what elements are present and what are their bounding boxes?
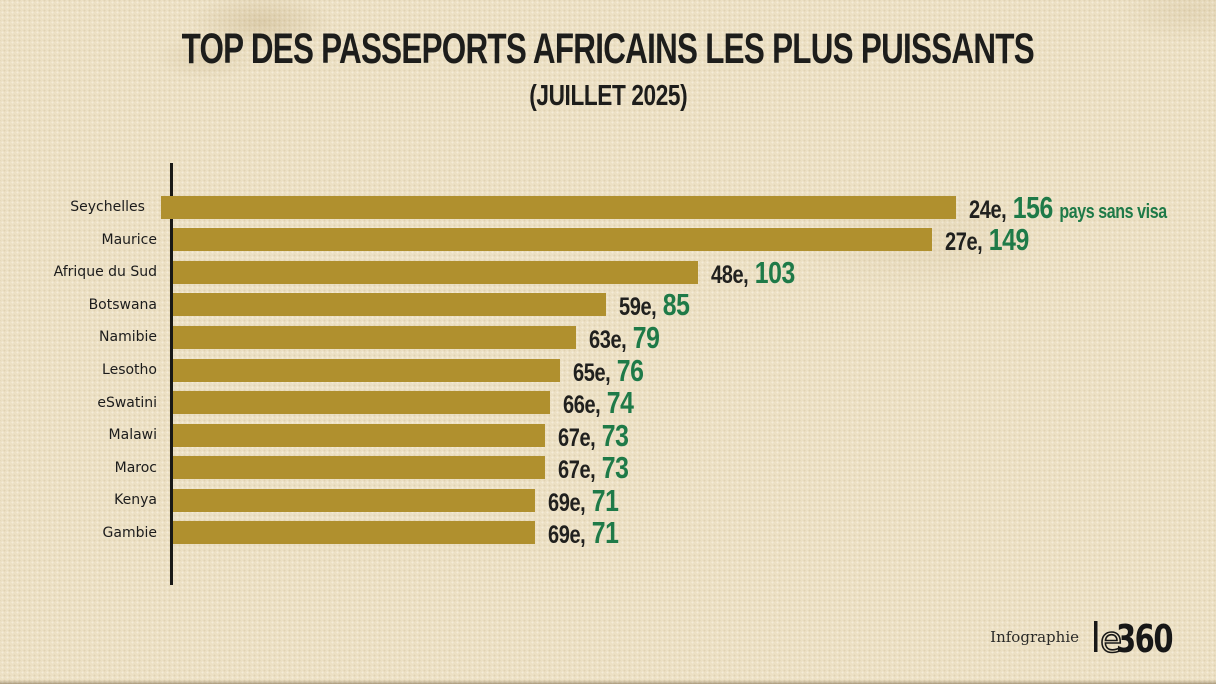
- country-label: Seychelles: [70, 199, 145, 216]
- chart-row: Malawi 67e, 73: [0, 419, 1216, 452]
- unit-label: pays sans visa: [1059, 200, 1167, 223]
- bar: [173, 521, 535, 545]
- country-label: eSwatini: [97, 394, 157, 411]
- chart-row: Maurice 27e, 149: [0, 224, 1216, 257]
- bar-area: 65e, 76: [173, 355, 1216, 386]
- visa-count: 74: [606, 385, 634, 421]
- chart-row: Botswana 59e, 85: [0, 289, 1216, 322]
- subtitle-line: (JUILLET 2025): [0, 71, 1216, 111]
- country-label: Afrique du Sud: [53, 264, 157, 281]
- chart-subtitle: (JUILLET 2025): [529, 80, 687, 112]
- bar: [173, 325, 576, 349]
- le360-logo: e 360: [1094, 617, 1174, 658]
- value-label: 63e, 79: [589, 322, 660, 353]
- visa-count: 79: [632, 319, 660, 355]
- bar: [173, 423, 545, 447]
- chart-row: eSwatini 66e, 74: [0, 386, 1216, 419]
- visa-count: 103: [754, 254, 796, 290]
- logo-e: e: [1100, 620, 1122, 658]
- chart-row: Gambie 69e, 71: [0, 516, 1216, 549]
- chart-row: Afrique du Sud 48e, 103: [0, 256, 1216, 289]
- credit-label: Infographie: [990, 628, 1079, 646]
- visa-count: 76: [617, 352, 644, 388]
- rank-label: 48e,: [710, 260, 749, 289]
- country-label: Namibie: [99, 329, 157, 346]
- visa-count: 85: [662, 287, 690, 323]
- country-label: Gambie: [102, 524, 157, 541]
- value-label: 69e, 71: [548, 517, 619, 548]
- bar: [173, 293, 607, 317]
- country-label: Kenya: [114, 492, 157, 509]
- y-axis-line: [170, 163, 173, 585]
- chart-rows: Seychelles 24e, 156 pays sans visa Mauri…: [0, 191, 1216, 549]
- chart-title: TOP DES PASSEPORTS AFRICAINS LES PLUS PU…: [181, 25, 1035, 73]
- visa-count: 73: [601, 450, 629, 486]
- value-label: 48e, 103: [711, 257, 795, 288]
- visa-count: 71: [591, 482, 619, 518]
- value-label: 27e, 149: [945, 224, 1029, 255]
- value-label: 59e, 85: [619, 289, 690, 320]
- bar-area: 67e, 73: [173, 420, 1216, 451]
- header: TOP DES PASSEPORTS AFRICAINS LES PLUS PU…: [0, 0, 1216, 111]
- chart-row: Lesotho 65e, 76: [0, 354, 1216, 387]
- rank-label: 67e,: [558, 423, 596, 452]
- country-label: Malawi: [108, 427, 157, 444]
- bar-area: 24e, 156 pays sans visa: [160, 192, 1216, 223]
- country-label: Maurice: [101, 231, 158, 248]
- bar-area: 69e, 71: [173, 485, 1216, 516]
- bar-area: 67e, 73: [173, 452, 1216, 483]
- visa-count: 71: [591, 515, 619, 551]
- logo-l-bar: [1094, 621, 1098, 652]
- visa-count: 156: [1012, 189, 1054, 225]
- bar-area: 69e, 71: [173, 517, 1216, 548]
- visa-count: 73: [601, 417, 629, 453]
- bar-chart: Seychelles 24e, 156 pays sans visa Mauri…: [0, 163, 1216, 585]
- chart-row: Namibie 63e, 79: [0, 321, 1216, 354]
- bar-area: 59e, 85: [173, 289, 1216, 320]
- chart-row: Kenya 69e, 71: [0, 484, 1216, 517]
- rank-label: 66e,: [563, 391, 601, 420]
- rank-label: 63e,: [588, 325, 627, 354]
- country-label: Botswana: [88, 296, 157, 313]
- rank-label: 67e,: [558, 456, 596, 485]
- value-label: 69e, 71: [548, 485, 619, 516]
- value-label: 67e, 73: [558, 452, 629, 483]
- bar-area: 66e, 74: [173, 387, 1216, 418]
- rank-label: 69e,: [547, 488, 586, 517]
- rank-label: 65e,: [573, 358, 611, 387]
- rank-label: 27e,: [945, 228, 983, 257]
- bar: [173, 228, 933, 252]
- bar-area: 27e, 149: [173, 224, 1216, 255]
- bar: [173, 488, 535, 512]
- bar: [173, 456, 545, 480]
- chart-row: Maroc 67e, 73: [0, 451, 1216, 484]
- footer: Infographie e 360: [990, 616, 1176, 658]
- chart-row: Seychelles 24e, 156 pays sans visa: [0, 191, 1216, 224]
- rank-label: 24e,: [968, 195, 1007, 224]
- value-label: 66e, 74: [563, 387, 634, 418]
- visa-count: 149: [989, 222, 1030, 258]
- country-label: Maroc: [114, 459, 157, 476]
- bar-area: 63e, 79: [173, 322, 1216, 353]
- bar: [173, 260, 698, 284]
- bar: [173, 391, 551, 415]
- bar-area: 48e, 103: [173, 257, 1216, 288]
- country-label: Lesotho: [102, 362, 157, 378]
- rank-label: 69e,: [547, 521, 586, 550]
- value-label: 65e, 76: [573, 355, 644, 386]
- rank-label: 59e,: [619, 293, 657, 322]
- bar: [173, 358, 561, 382]
- value-label: 24e, 156 pays sans visa: [969, 192, 1167, 223]
- bar: [160, 195, 956, 219]
- value-label: 67e, 73: [558, 420, 629, 451]
- logo-360: 360: [1116, 617, 1172, 658]
